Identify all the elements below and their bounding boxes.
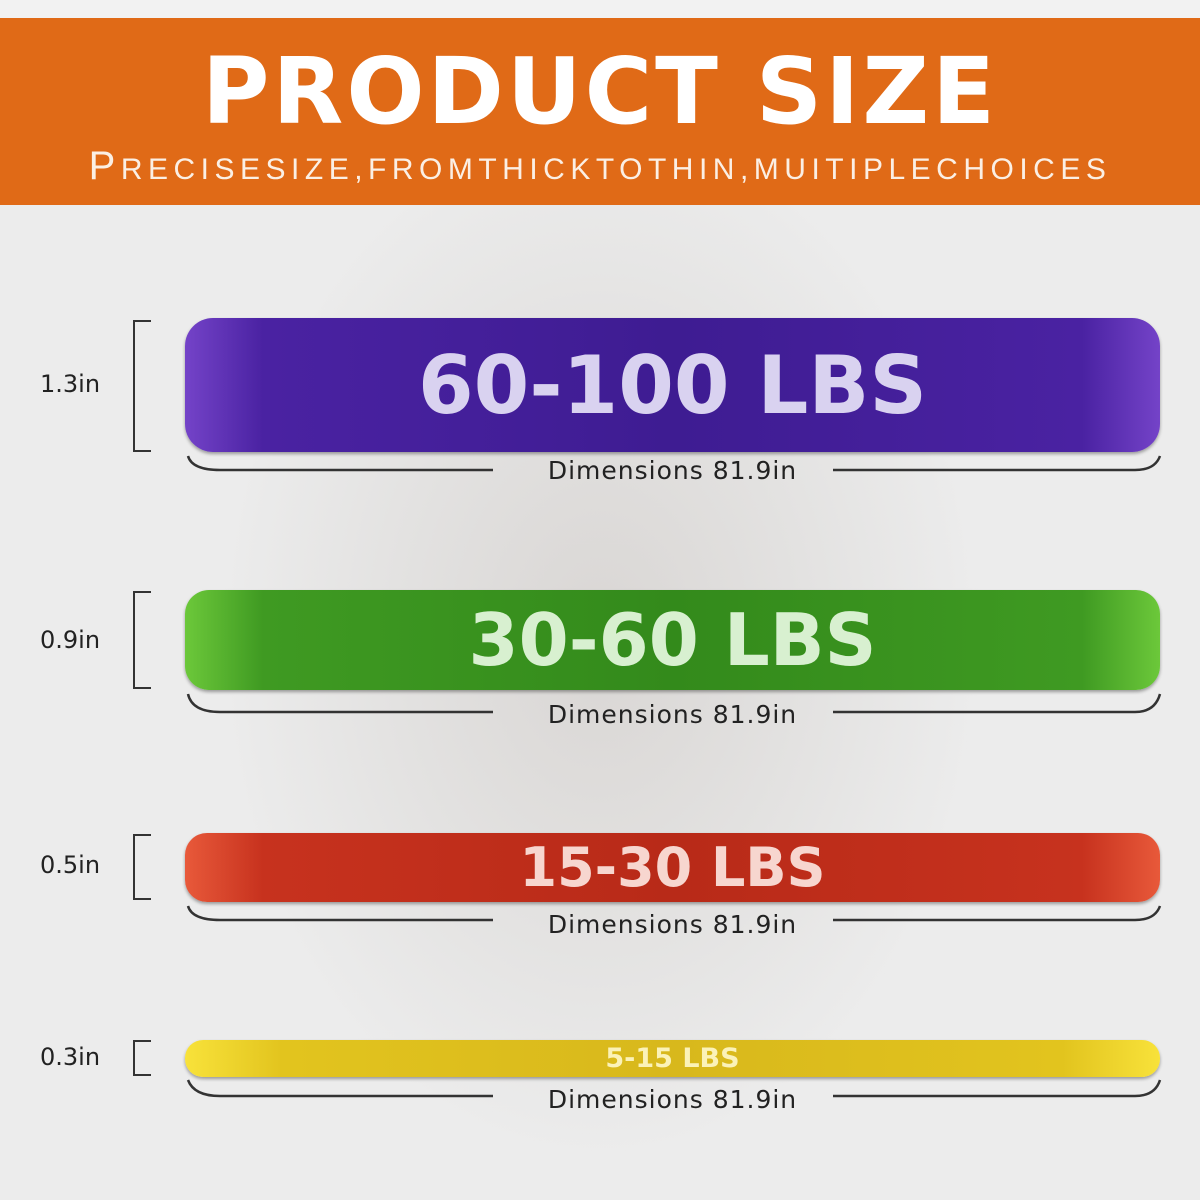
page-title: PRODUCT SIZE bbox=[202, 38, 998, 145]
dimension-line bbox=[186, 905, 1162, 922]
header-banner: PRODUCT SIZE PRECISESIZE,FROMTHICKTOTHIN… bbox=[0, 0, 1200, 205]
dimension-line bbox=[186, 455, 1162, 472]
thickness-label: 0.9in bbox=[40, 626, 101, 654]
band-purple: 60-100 LBS bbox=[185, 318, 1160, 452]
thickness-bracket bbox=[133, 320, 151, 452]
band-yellow: 5-15 LBS bbox=[185, 1040, 1160, 1077]
band-green: 30-60 LBS bbox=[185, 590, 1160, 690]
subtitle: PRECISESIZE,FROMTHICKTOTHIN,MUITIPLECHOI… bbox=[0, 144, 1200, 189]
dimension-text: Dimensions 81.9in bbox=[547, 700, 798, 729]
thickness-bracket bbox=[133, 591, 151, 689]
dimension-line bbox=[186, 693, 1162, 714]
dimension-text: Dimensions 81.9in bbox=[547, 910, 798, 939]
band-red: 15-30 LBS bbox=[185, 833, 1160, 902]
dimension-text: Dimensions 81.9in bbox=[547, 456, 798, 485]
dimension-line bbox=[186, 1079, 1162, 1098]
subtitle-initial: P bbox=[88, 144, 121, 188]
thickness-bracket bbox=[133, 1040, 151, 1076]
thickness-label: 1.3in bbox=[40, 370, 101, 398]
subtitle-text: RECISESIZE,FROMTHICKTOTHIN,MUITIPLECHOIC… bbox=[120, 153, 1112, 186]
thickness-label: 0.5in bbox=[40, 851, 101, 879]
dimension-text: Dimensions 81.9in bbox=[547, 1085, 798, 1114]
thickness-bracket bbox=[133, 834, 151, 900]
thickness-label: 0.3in bbox=[40, 1043, 101, 1071]
